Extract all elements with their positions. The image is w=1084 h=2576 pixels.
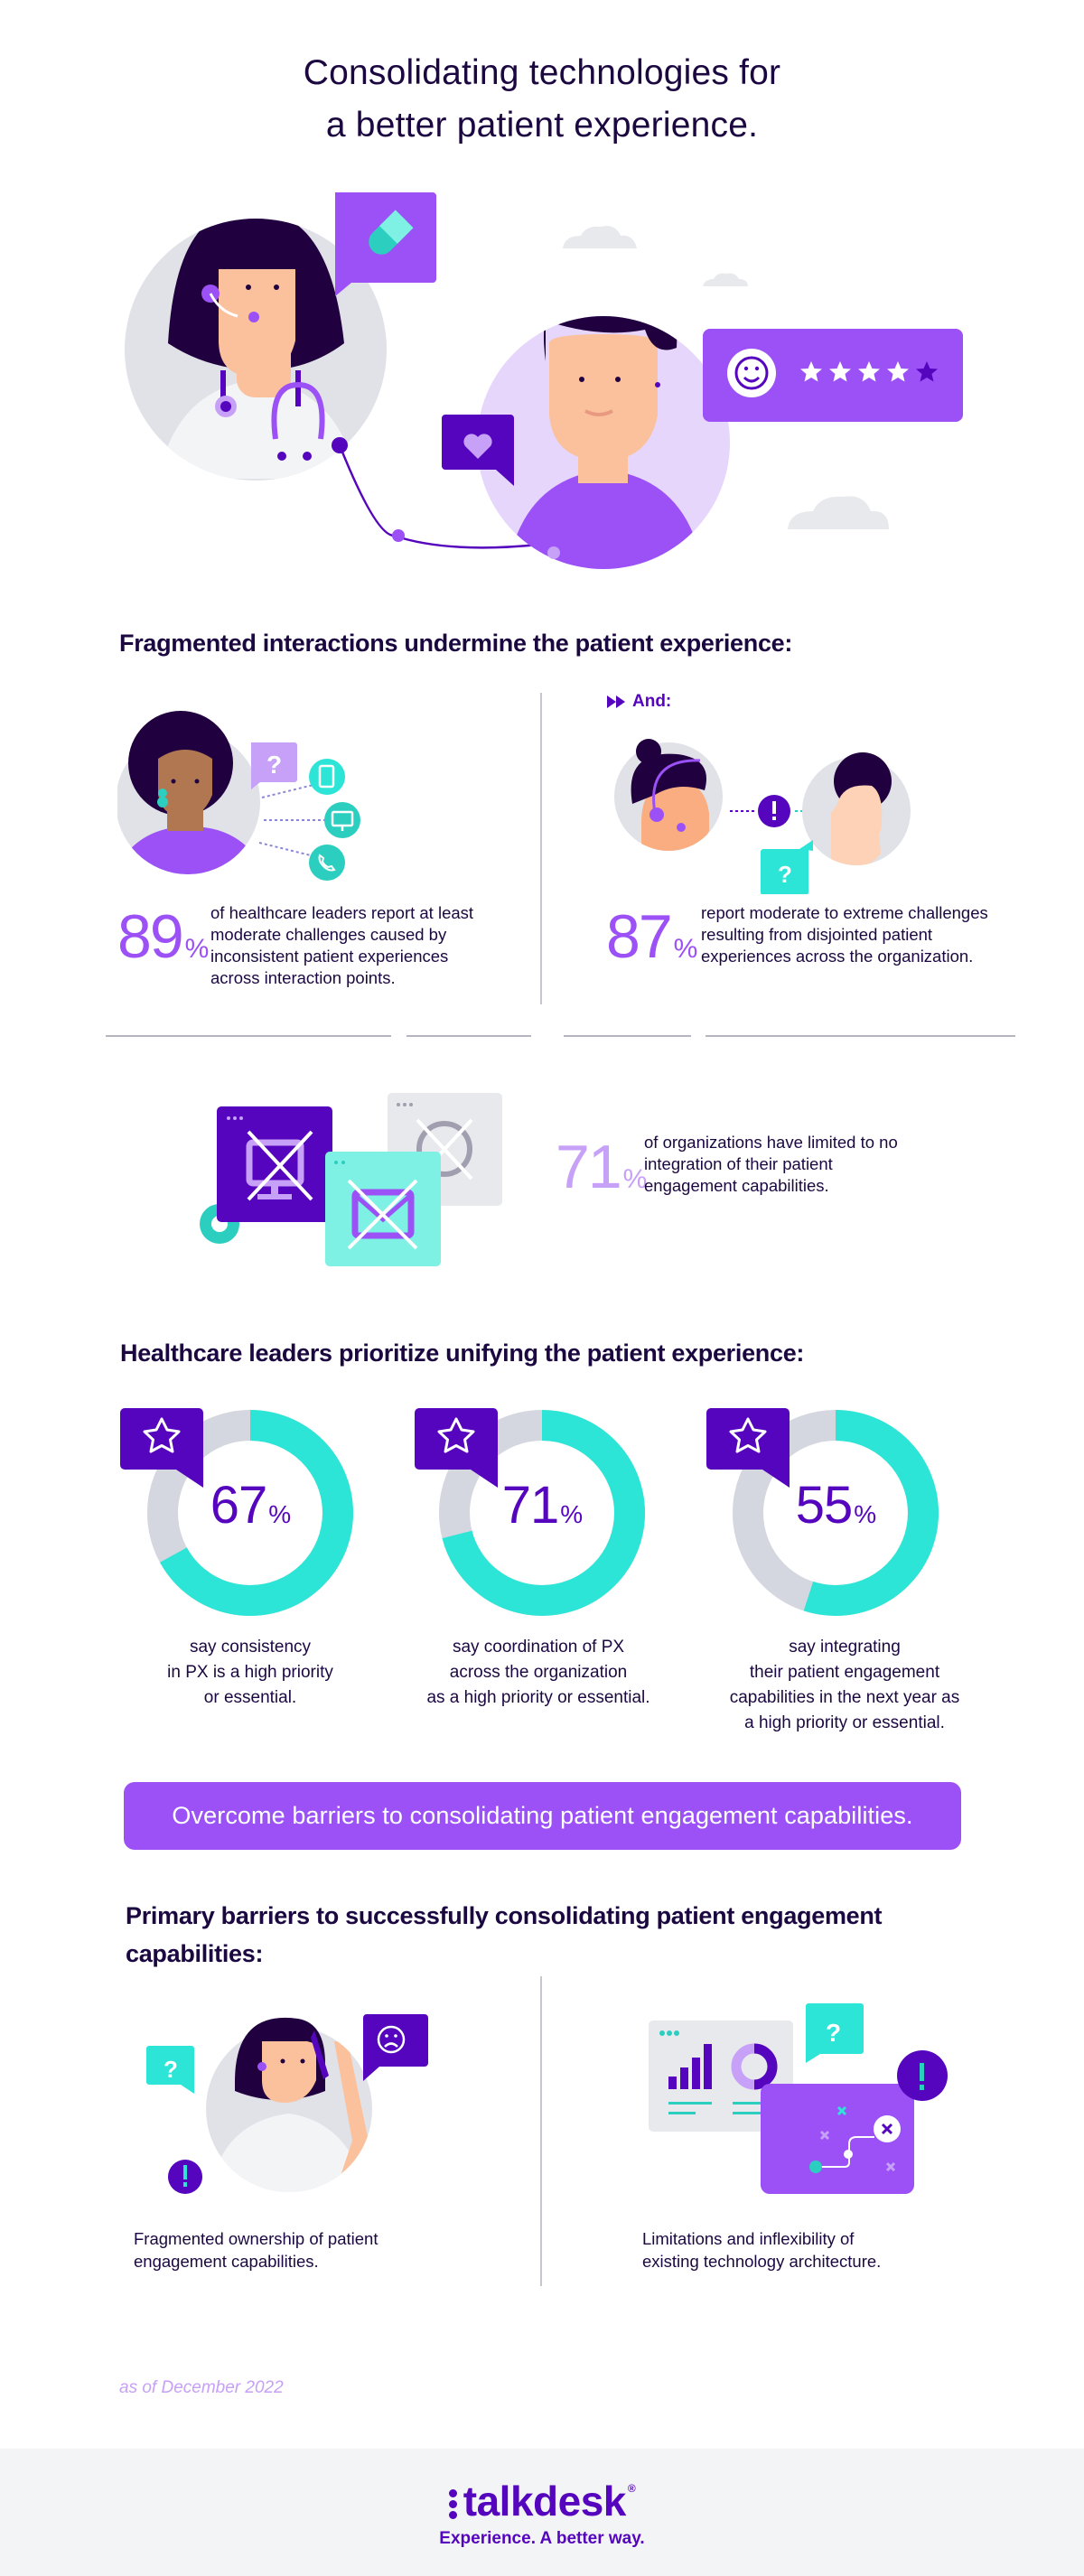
donut-chart-consistency: 67% bbox=[142, 1405, 359, 1621]
disconnected-apps-illustration bbox=[200, 1093, 502, 1266]
stat-89-text: of healthcare leaders report at least mo… bbox=[210, 903, 474, 987]
svg-text:?: ? bbox=[164, 2056, 178, 2083]
phone-icon bbox=[318, 854, 336, 872]
footer-tagline: Experience. A better way. bbox=[439, 2529, 645, 2548]
page-title-line-1: Consolidating technologies for bbox=[303, 53, 781, 92]
patient-avatar bbox=[506, 316, 705, 569]
pie-chart-icon bbox=[731, 2043, 778, 2090]
donut-caption-integrating: say integrating their patient engagement… bbox=[729, 1638, 960, 1732]
donut-chart-coordination: 71% bbox=[434, 1405, 650, 1621]
frustrated-woman-illustration: ? bbox=[146, 2014, 428, 2194]
donut-caption-consistency: say consistency in PX is a high priority… bbox=[167, 1638, 333, 1707]
star-badge bbox=[120, 1408, 203, 1488]
stat-89-value: 89% bbox=[117, 902, 210, 971]
pill-icon bbox=[369, 210, 414, 255]
mail-icon bbox=[351, 1189, 415, 1239]
donut-caption-coordination: say coordination of PX across the organi… bbox=[426, 1638, 650, 1707]
tablet-icon bbox=[318, 764, 335, 789]
star-icon bbox=[729, 1417, 767, 1453]
phone-channel bbox=[309, 845, 345, 881]
doctor-avatar bbox=[158, 219, 357, 479]
as-of-date: as of December 2022 bbox=[119, 2378, 284, 2397]
donut-value: 71% bbox=[501, 1476, 583, 1535]
stat-71-text: of organizations have limited to no inte… bbox=[644, 1133, 898, 1195]
and-label: And: bbox=[607, 692, 671, 712]
star-badge bbox=[706, 1408, 790, 1488]
pill-bubble bbox=[335, 192, 436, 296]
talkdesk-logo[interactable]: talkdesk ® bbox=[0, 2477, 1084, 2525]
tablet-channel bbox=[309, 759, 345, 795]
question-bubble: ? bbox=[146, 2046, 194, 2094]
sad-bubble bbox=[363, 2014, 428, 2081]
page-title-line-2: a better patient experience. bbox=[325, 106, 759, 145]
star-badge bbox=[415, 1408, 498, 1488]
rigid-architecture-illustration: ? bbox=[649, 2003, 948, 2194]
vertical-divider bbox=[540, 1976, 542, 2286]
question-bubble: ? bbox=[761, 840, 813, 894]
donut-chart-integrating: 55% bbox=[727, 1405, 944, 1621]
hero-illustration bbox=[125, 192, 963, 569]
smiley-icon bbox=[734, 356, 769, 390]
dashboard-window bbox=[649, 2021, 793, 2132]
horizontal-divider bbox=[406, 1035, 531, 1037]
page-title: Consolidating technologies for a better … bbox=[0, 47, 1084, 152]
stat-87-value: 87% bbox=[606, 902, 698, 971]
horizontal-divider bbox=[706, 1035, 1015, 1037]
donut-value: 67% bbox=[210, 1476, 291, 1535]
fast-forward-icon bbox=[607, 695, 625, 708]
horizontal-divider bbox=[106, 1035, 391, 1037]
star-icon bbox=[143, 1417, 181, 1453]
cta-banner: Overcome barriers to consolidating patie… bbox=[124, 1782, 961, 1850]
star-icon bbox=[437, 1417, 475, 1453]
priorities-heading: Healthcare leaders prioritize unifying t… bbox=[120, 1339, 805, 1367]
question-bubble: ? bbox=[806, 2003, 864, 2063]
logo-dots-icon bbox=[448, 2487, 458, 2522]
multichannel-illustration: ? bbox=[117, 711, 360, 881]
fragmented-heading: Fragmented interactions undermine the pa… bbox=[119, 630, 793, 657]
stat-71-value: 71% bbox=[556, 1133, 648, 1201]
rating-card bbox=[703, 329, 963, 422]
monitor-channel bbox=[324, 802, 360, 838]
footer bbox=[0, 2449, 1084, 2576]
sad-face-icon bbox=[377, 2025, 406, 2054]
svg-text:?: ? bbox=[778, 861, 792, 888]
star-rating bbox=[800, 361, 938, 382]
vertical-divider bbox=[540, 693, 542, 1004]
barrier-fragmented-ownership: Fragmented ownership of patient engageme… bbox=[134, 2229, 378, 2271]
heart-bubble bbox=[442, 415, 514, 486]
agent-patient-illustration: ? bbox=[614, 739, 911, 894]
phone-icon bbox=[416, 1121, 472, 1177]
barrier-tech-limitations: Limitations and inflexibility of existin… bbox=[642, 2229, 882, 2271]
barriers-heading: Primary barriers to successfully consoli… bbox=[126, 1902, 883, 1967]
donut-value: 55% bbox=[795, 1476, 876, 1535]
svg-text:?: ? bbox=[826, 2019, 841, 2047]
stat-87-text: report moderate to extreme challenges re… bbox=[701, 903, 988, 966]
bar-chart-icon bbox=[668, 2044, 712, 2089]
svg-text:?: ? bbox=[266, 751, 282, 779]
question-bubble: ? bbox=[251, 742, 297, 789]
heart-icon bbox=[463, 434, 492, 459]
horizontal-divider bbox=[564, 1035, 691, 1037]
cloud-icon bbox=[563, 226, 889, 529]
